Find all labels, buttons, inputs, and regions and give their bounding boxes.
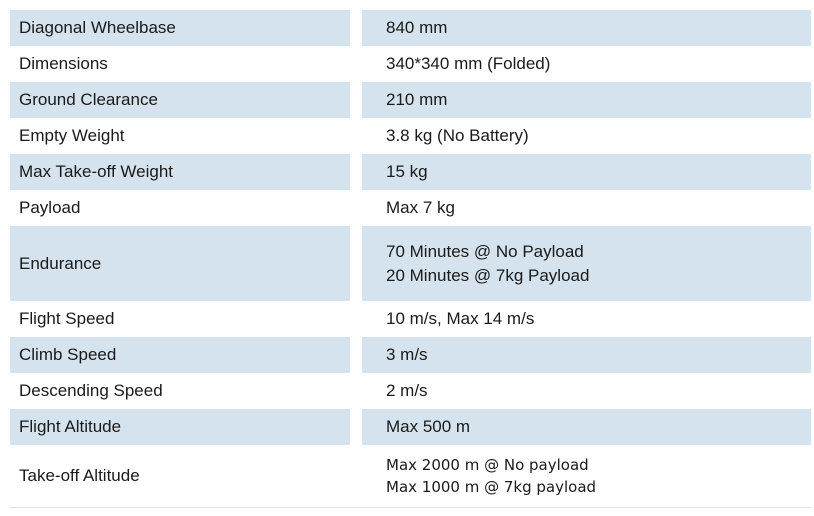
spec-label: Diagonal Wheelbase — [10, 10, 350, 46]
spec-label: Dimensions — [19, 54, 108, 73]
spec-value-line: Max 2000 m @ No payload — [386, 456, 589, 474]
spec-value: 10 m/s, Max 14 m/s — [362, 301, 811, 337]
table-row: Ground Clearance 210 mm — [10, 82, 811, 118]
spec-value-line: 70 Minutes @ No Payload — [386, 241, 584, 261]
table-row: Max Take-off Weight 15 kg — [10, 154, 811, 190]
spec-value: 2 m/s — [362, 373, 811, 409]
spec-value-line: 15 kg — [386, 162, 428, 181]
spec-label: Descending Speed — [19, 381, 163, 400]
column-gap — [350, 10, 362, 46]
spec-value-line: 840 mm — [386, 18, 448, 37]
table-row: Payload Max 7 kg — [10, 190, 811, 226]
column-gap — [350, 190, 362, 226]
spec-value: 840 mm — [362, 10, 811, 46]
table-row: Descending Speed 2 m/s — [10, 373, 811, 409]
table-row: Empty Weight 3.8 kg (No Battery) — [10, 118, 811, 154]
spec-value-line: Max 1000 m @ 7kg payload — [386, 478, 597, 496]
spec-value-line: 10 m/s, Max 14 m/s — [386, 309, 535, 328]
table-row: Flight Altitude Max 500 m — [10, 409, 811, 445]
spec-label: Flight Altitude — [10, 409, 350, 445]
spec-label: Endurance — [10, 226, 350, 301]
spec-label: Climb Speed — [10, 337, 350, 373]
spec-label: Empty Weight — [19, 126, 125, 145]
spec-value-line: 3.8 kg (No Battery) — [386, 126, 529, 145]
table-bottom-rule — [10, 507, 811, 508]
column-gap — [350, 154, 362, 190]
spec-label: Ground Clearance — [10, 82, 350, 118]
spec-label: Flight Speed — [19, 309, 115, 328]
spec-value-line: 2 m/s — [386, 381, 428, 400]
spec-value-line: 340*340 mm (Folded) — [386, 54, 551, 73]
spec-table: Diagonal Wheelbase 840 mm Dimensions 340… — [10, 10, 811, 508]
table-row: Flight Speed 10 m/s, Max 14 m/s — [10, 301, 811, 337]
spec-value: Max 7 kg — [362, 190, 811, 226]
column-gap — [350, 445, 362, 507]
table-row: Endurance 70 Minutes @ No Payload 20 Minu… — [10, 226, 811, 301]
spec-value: 15 kg — [362, 154, 811, 190]
spec-value: 3.8 kg (No Battery) — [362, 118, 811, 154]
column-gap — [350, 46, 362, 82]
spec-value: Max 500 m — [362, 409, 811, 445]
spec-value-line: 3 m/s — [386, 345, 428, 364]
spec-value-line: Max 500 m — [386, 417, 471, 436]
column-gap — [350, 118, 362, 154]
column-gap — [350, 373, 362, 409]
spec-value-line: 20 Minutes @ 7kg Payload — [386, 265, 590, 285]
table-row: Climb Speed 3 m/s — [10, 337, 811, 373]
spec-label: Take-off Altitude — [19, 466, 140, 485]
spec-value: 210 mm — [362, 82, 811, 118]
spec-label: Payload — [19, 198, 81, 217]
spec-value: 340*340 mm (Folded) — [362, 46, 811, 82]
column-gap — [350, 337, 362, 373]
spec-value: 3 m/s — [362, 337, 811, 373]
spec-value: Max 2000 m @ No payload Max 1000 m @ 7kg … — [362, 445, 811, 507]
spec-value: 70 Minutes @ No Payload 20 Minutes @ 7kg … — [362, 226, 811, 301]
column-gap — [350, 226, 362, 301]
table-row: Diagonal Wheelbase 840 mm — [10, 10, 811, 46]
table-row: Dimensions 340*340 mm (Folded) — [10, 46, 811, 82]
spec-value-line: 210 mm — [386, 90, 448, 109]
column-gap — [350, 301, 362, 337]
spec-value-line: Max 7 kg — [386, 198, 455, 217]
table-row: Take-off Altitude Max 2000 m @ No payloa… — [10, 445, 811, 507]
column-gap — [350, 409, 362, 445]
spec-label: Max Take-off Weight — [10, 154, 350, 190]
column-gap — [350, 82, 362, 118]
